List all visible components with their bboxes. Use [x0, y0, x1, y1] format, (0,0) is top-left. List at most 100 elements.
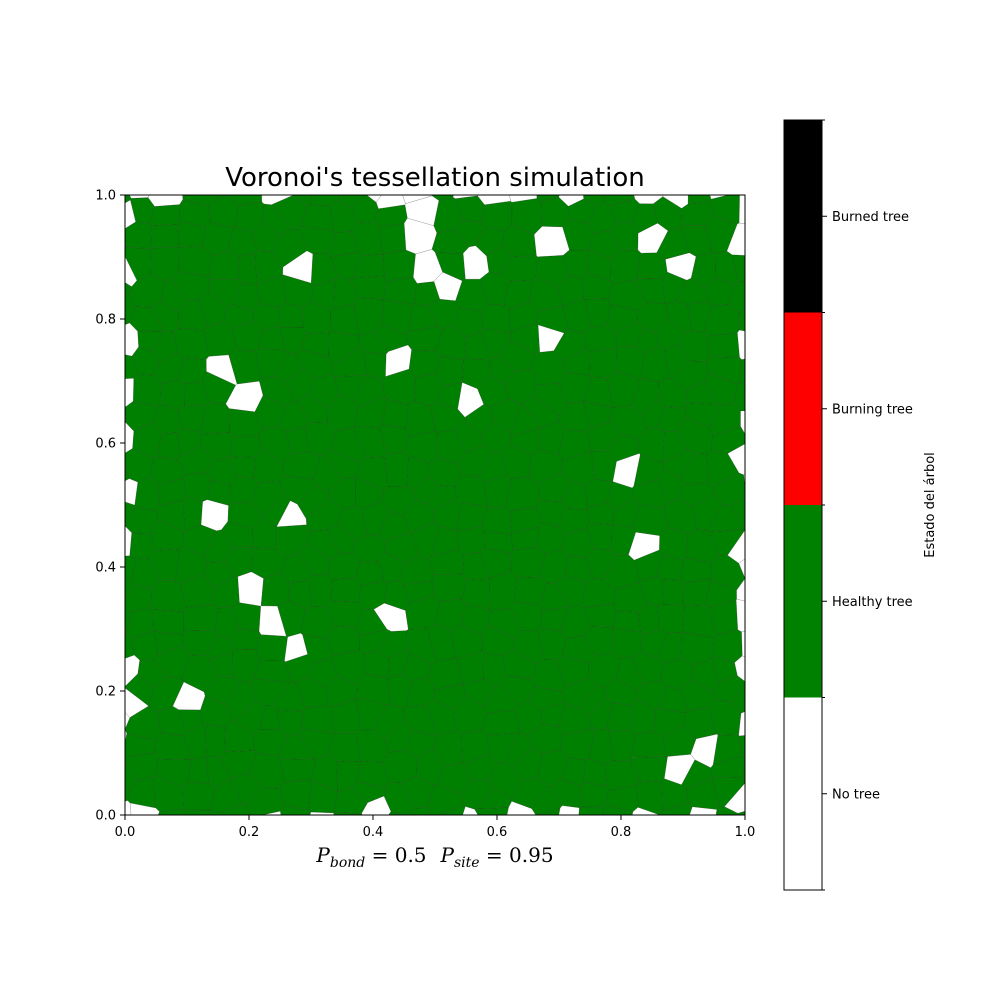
- voronoi-cell: [731, 683, 745, 714]
- xlabel-bond-value: = 0.5: [365, 843, 426, 867]
- voronoi-cell: [740, 410, 745, 435]
- voronoi-cell: [384, 451, 409, 487]
- voronoi-cell: [481, 200, 513, 231]
- xlabel-bond-subscript: bond: [330, 855, 365, 871]
- voronoi-cell: [736, 578, 745, 602]
- voronoi-cell: [125, 729, 128, 744]
- voronoi-cell: [739, 735, 745, 761]
- voronoi-cell: [726, 222, 745, 256]
- colorbar-label: Estado del árbol: [923, 452, 938, 558]
- voronoi-cell: [125, 228, 126, 249]
- colorbar: No tree Healthy tree Burning tree Burned tr…: [783, 119, 913, 891]
- voronoi-cell: [662, 195, 689, 209]
- voronoi-cell: [727, 443, 745, 475]
- voronoi-cell: [183, 604, 219, 631]
- voronoi-cell: [330, 577, 362, 603]
- x-axis-label: Pbond = 0.5 Psite = 0.95: [315, 843, 553, 871]
- voronoi-cell: [129, 195, 150, 199]
- voronoi-cell: [366, 195, 382, 203]
- voronoi-cell: [182, 781, 216, 811]
- voronoi-cell: [462, 806, 479, 815]
- x-tick-label: 0.4: [363, 825, 384, 840]
- voronoi-cell: [182, 496, 203, 531]
- colorbar-segment-no-tree: [784, 697, 822, 890]
- voronoi-cell: [657, 604, 685, 634]
- voronoi-cell: [326, 625, 360, 656]
- voronoi-cell: [328, 732, 361, 762]
- colorbar-segment-burned-tree: [784, 120, 822, 313]
- voronoi-cell: [431, 573, 467, 602]
- xlabel-site-subscript: site: [454, 855, 480, 871]
- voronoi-cell: [509, 195, 538, 203]
- voronoi-cell: [182, 195, 218, 207]
- voronoi-cell: [378, 223, 407, 255]
- voronoi-cell: [214, 195, 228, 199]
- voronoi-cell: [200, 402, 230, 434]
- voronoi-cell: [159, 379, 185, 410]
- voronoi-cell: [383, 277, 418, 305]
- y-tick-label: 0.8: [95, 313, 116, 328]
- voronoi-cell: [277, 303, 304, 328]
- voronoi-cell: [205, 724, 226, 758]
- colorbar-segment-healthy-tree: [784, 505, 822, 698]
- xlabel-p-bond: P: [315, 843, 330, 867]
- voronoi-cell: [125, 463, 130, 482]
- voronoi-cell: [662, 578, 684, 605]
- voronoi-cell: [150, 224, 180, 249]
- voronoi-cell: [152, 609, 185, 635]
- y-tick-label: 0.2: [95, 685, 116, 700]
- y-tick-label: 0.4: [95, 561, 116, 576]
- voronoi-cell: [739, 195, 745, 224]
- voronoi-cell: [558, 195, 584, 207]
- voronoi-cell: [709, 195, 729, 200]
- voronoi-cell: [727, 530, 745, 564]
- voronoi-cell: [583, 195, 606, 206]
- voronoi-cell: [185, 809, 211, 815]
- voronoi-cell: [291, 195, 313, 207]
- voronoi-cell: [238, 252, 258, 285]
- x-tick-label: 0.2: [239, 825, 260, 840]
- voronoi-cell: [125, 199, 136, 229]
- voronoi-cell: [734, 655, 745, 682]
- voronoi-cell: [632, 504, 669, 536]
- voronoi-cell: [510, 547, 546, 578]
- voronoi-cell: [729, 281, 745, 313]
- colorbar-tick-label: Burning tree: [832, 402, 913, 417]
- voronoi-cell: [125, 605, 132, 634]
- voronoi-cell: [125, 478, 139, 506]
- chart-title: Voronoi's tessellation simulation: [225, 163, 645, 193]
- voronoi-cell: [237, 571, 264, 607]
- voronoi-cell: [125, 405, 127, 423]
- voronoi-cell: [737, 810, 745, 815]
- voronoi-cell: [738, 711, 745, 737]
- voronoi-cell: [732, 382, 745, 411]
- xlabel-site-value: = 0.95: [480, 843, 554, 867]
- voronoi-cell: [183, 471, 211, 502]
- voronoi-cell: [402, 195, 433, 204]
- y-tick-label: 1.0: [95, 189, 116, 204]
- voronoi-cell: [536, 195, 560, 202]
- voronoi-cell: [737, 329, 745, 360]
- xlabel-p-site: P: [440, 843, 455, 867]
- voronoi-cell: [309, 573, 333, 607]
- x-tick-label: 0.6: [487, 825, 508, 840]
- voronoi-cell: [431, 195, 454, 201]
- voronoi-cell: [255, 634, 288, 661]
- voronoi-cell: [301, 705, 335, 734]
- voronoi-cell: [125, 526, 132, 557]
- voronoi-cells: [125, 195, 745, 815]
- voronoi-cell: [178, 405, 206, 433]
- colorbar-tick-label: No tree: [832, 787, 880, 802]
- y-tick-label: 0.0: [95, 809, 116, 824]
- voronoi-cell: [125, 322, 139, 357]
- voronoi-cell: [133, 374, 162, 407]
- voronoi-cell: [480, 303, 511, 333]
- x-tick-label: 0.0: [115, 825, 136, 840]
- voronoi-cell: [280, 804, 312, 815]
- voronoi-cell: [129, 532, 155, 560]
- x-axis: 0.0 0.2 0.4 0.6 0.8 1.0: [115, 815, 755, 840]
- voronoi-cell: [578, 806, 605, 815]
- voronoi-cell: [157, 808, 186, 815]
- voronoi-cell: [604, 195, 636, 206]
